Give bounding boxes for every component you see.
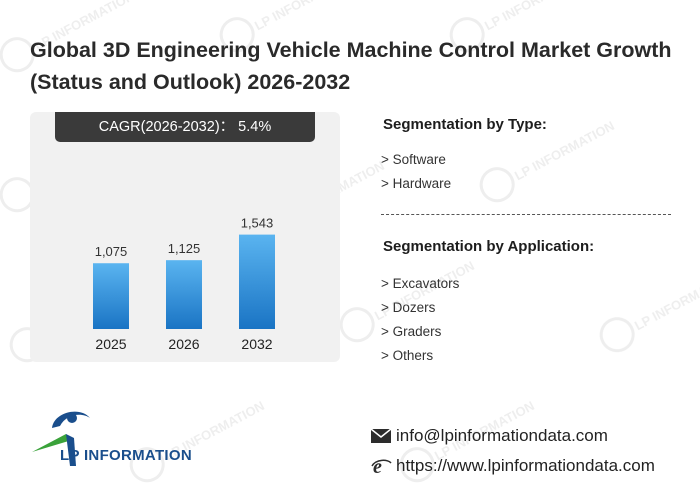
- category-label: 2026: [168, 336, 199, 352]
- application-item: > Dozers: [381, 300, 436, 315]
- type-heading: Segmentation by Type:: [383, 116, 547, 133]
- envelope-icon: [370, 428, 392, 443]
- type-list: > Software > Hardware: [381, 148, 451, 196]
- cagr-banner: CAGR(2026-2032)： 5.4%: [55, 112, 315, 142]
- bar-2026: [166, 260, 202, 329]
- value-label: 1,075: [95, 244, 128, 259]
- application-item: > Excavators: [381, 276, 460, 291]
- svg-text:e: e: [373, 457, 382, 475]
- value-label: 1,125: [168, 241, 201, 256]
- bar-2025: [93, 263, 129, 329]
- category-label: 2032: [241, 336, 272, 352]
- page-title: Global 3D Engineering Vehicle Machine Co…: [30, 38, 672, 94]
- email-link[interactable]: info@lpinformationdata.com: [396, 426, 608, 445]
- category-label: 2025: [95, 336, 126, 352]
- lp-information-logo: [32, 411, 90, 466]
- ie-browser-icon: e: [371, 457, 392, 475]
- email-row: info@lpinformationdata.com: [370, 426, 608, 446]
- bar-2032: [239, 234, 275, 329]
- logo-text: LP INFORMATION: [60, 447, 192, 464]
- application-heading: Segmentation by Application:: [383, 238, 595, 255]
- application-item: > Others: [381, 348, 434, 363]
- application-list: > Excavators > Dozers > Graders > Others: [381, 272, 459, 368]
- type-item: > Hardware: [381, 176, 452, 191]
- website-row: e https://www.lpinformationdata.com: [370, 456, 655, 476]
- type-item: > Software: [381, 152, 446, 167]
- value-label: 1,543: [241, 216, 274, 231]
- application-item: > Graders: [381, 324, 442, 339]
- website-link[interactable]: https://www.lpinformationdata.com: [396, 456, 655, 475]
- segment-divider: [381, 214, 671, 215]
